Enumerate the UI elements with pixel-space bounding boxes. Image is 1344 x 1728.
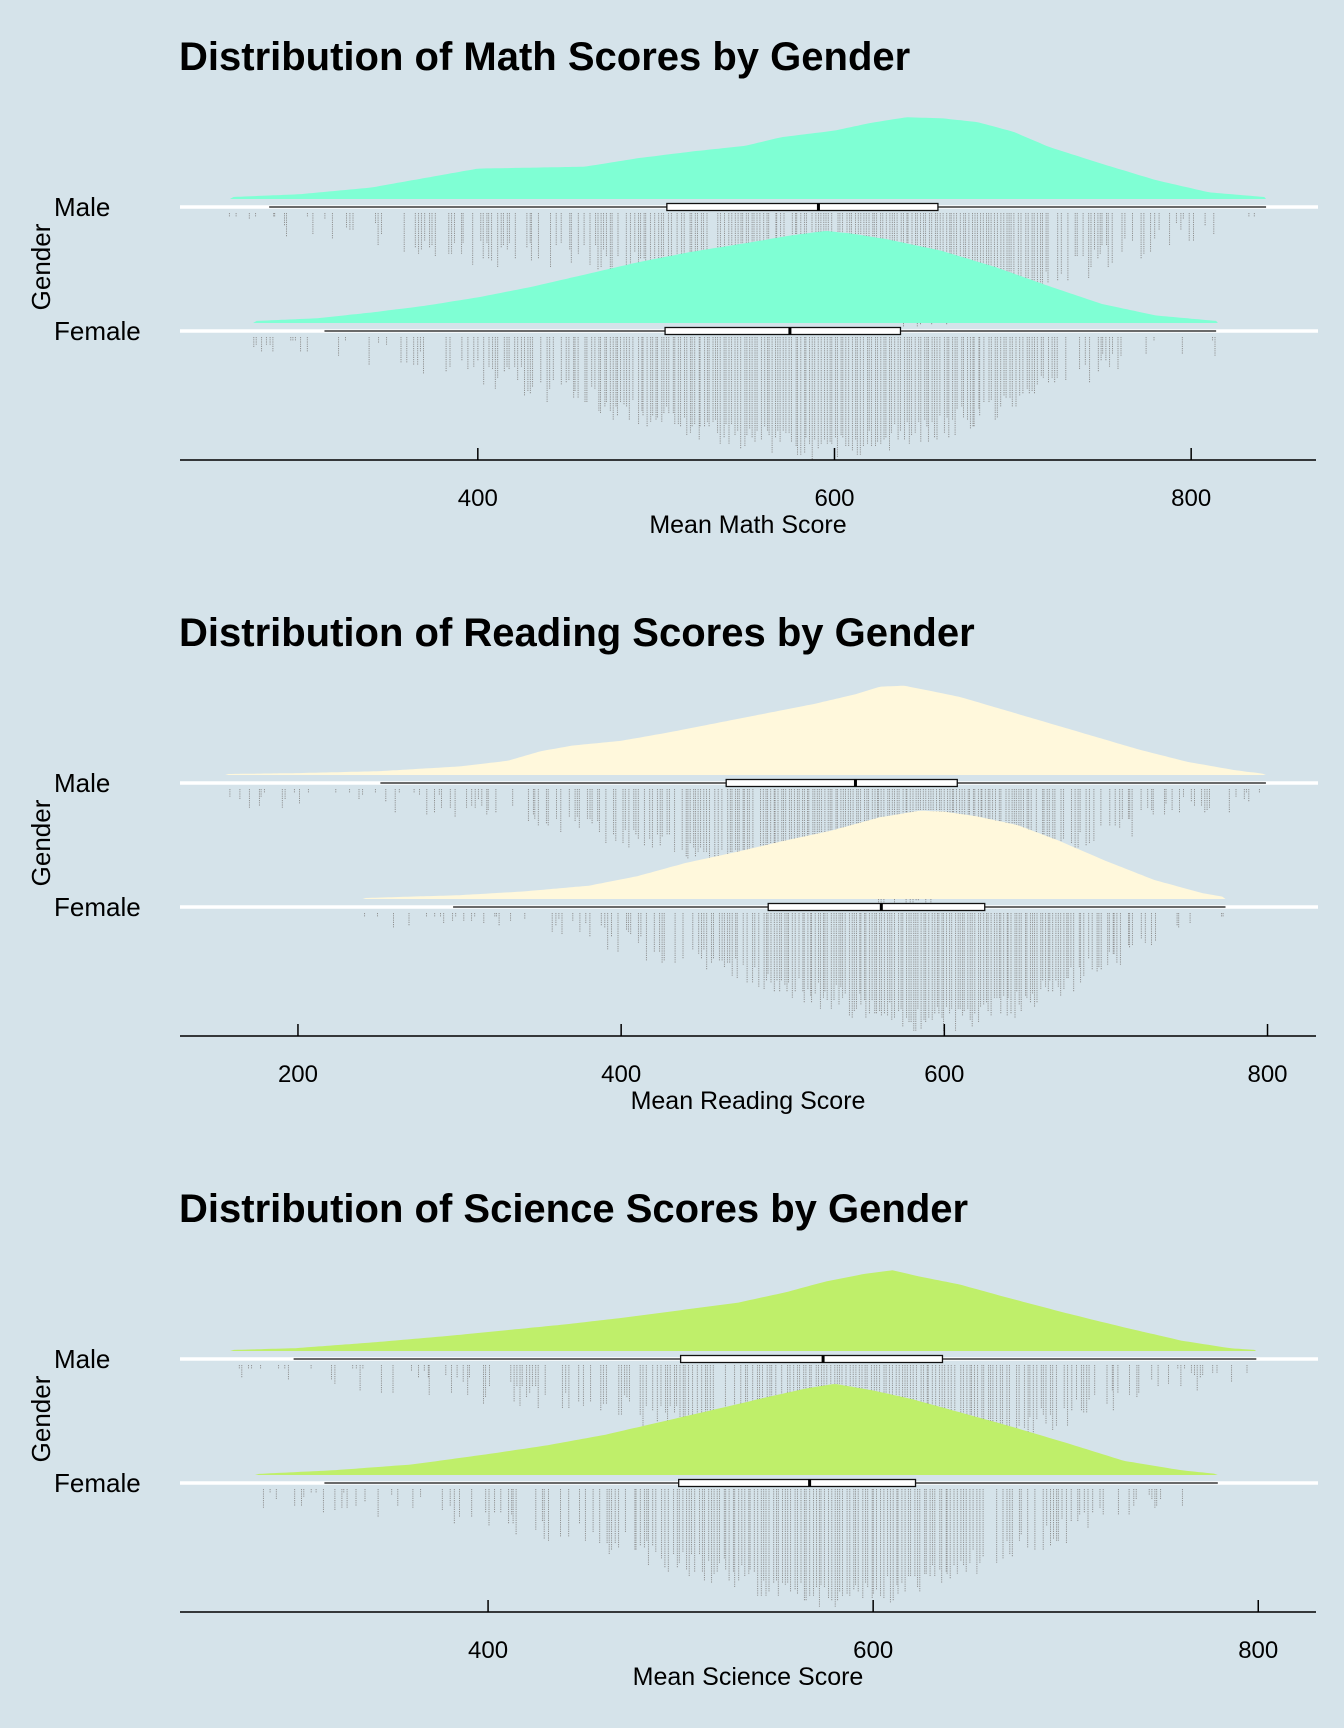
- chart-panel-1: Distribution of Math Scores by Gender Mal…: [26, 35, 1318, 539]
- chart-1-x-tick-label-800: 800: [1171, 485, 1211, 512]
- chart-3-female-box: [678, 1478, 917, 1488]
- chart-1-title: Distribution of Math Scores by Gender: [179, 35, 910, 79]
- chart-1-female-raindrops: [253, 337, 1216, 460]
- chart-3-female-density: [255, 1384, 1218, 1475]
- chart-1-female-density: [253, 231, 1218, 323]
- chart-panel-2: Distribution of Reading Scores by Gender…: [26, 611, 1318, 1115]
- chart-1-male-density: [229, 117, 1267, 199]
- chart-3-title: Distribution of Science Scores by Gender: [179, 1187, 968, 1231]
- chart-3-x-axis-label: Mean Science Score: [633, 1663, 864, 1691]
- chart-2-female-raindrops: [364, 913, 1224, 1031]
- chart-1-female-box: [664, 326, 902, 336]
- chart-3-category-label-female: Female: [54, 1468, 141, 1498]
- chart-2-x-axis-label: Mean Reading Score: [631, 1087, 866, 1115]
- chart-1-male-box: [666, 202, 939, 212]
- chart-3-female-raindrops: [262, 1489, 1183, 1607]
- chart-2-male-density: [225, 685, 1266, 775]
- chart-1-x-axis-label: Mean Math Score: [649, 511, 846, 539]
- chart-2-x-tick-label-400: 400: [601, 1061, 641, 1088]
- chart-3-male-box: [679, 1354, 944, 1364]
- chart-3-x-tick-label-800: 800: [1238, 1637, 1278, 1664]
- chart-2-title: Distribution of Reading Scores by Gender: [179, 611, 975, 655]
- chart-2-x-tick-label-600: 600: [924, 1061, 964, 1088]
- chart-2-y-axis-label: Gender: [26, 799, 56, 886]
- chart-3-x-tick-label-600: 600: [853, 1637, 893, 1664]
- chart-1-category-label-male: Male: [54, 192, 110, 222]
- chart-1-female-group: [253, 231, 1218, 460]
- chart-1-x-tick-label-400: 400: [458, 485, 498, 512]
- chart-3-y-axis-label: Gender: [26, 1375, 56, 1462]
- chart-3-male-density: [230, 1270, 1257, 1351]
- chart-3-female-group: [255, 1384, 1218, 1607]
- chart-2-category-label-male: Male: [54, 768, 110, 798]
- chart-2-male-box: [725, 778, 958, 788]
- chart-3-x-tick-label-400: 400: [468, 1637, 508, 1664]
- chart-2-female-group: [362, 810, 1226, 1031]
- chart-2-x-tick-label-800: 800: [1247, 1061, 1287, 1088]
- chart-2-category-label-female: Female: [54, 892, 141, 922]
- chart-1-category-label-female: Female: [54, 316, 141, 346]
- chart-2-female-box: [767, 902, 986, 912]
- chart-panel-3: Distribution of Science Scores by Gender…: [26, 1187, 1318, 1691]
- chart-2-female-density: [362, 810, 1226, 899]
- chart-1-y-axis-label: Gender: [26, 223, 56, 310]
- chart-2-x-tick-label-200: 200: [278, 1061, 318, 1088]
- chart-3-category-label-male: Male: [54, 1344, 110, 1374]
- chart-1-x-tick-label-600: 600: [814, 485, 854, 512]
